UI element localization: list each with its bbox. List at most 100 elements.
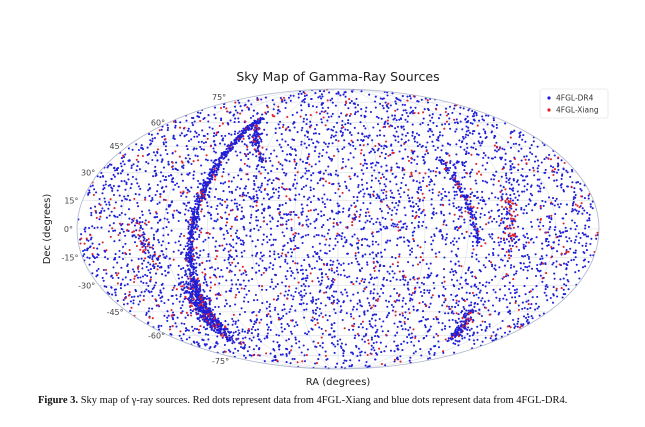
dr4-point: [102, 175, 105, 178]
dr4-point: [324, 206, 327, 209]
dr4-point: [493, 136, 496, 139]
dr4-point: [86, 256, 89, 259]
dr4-point: [277, 345, 280, 348]
xiang-point: [280, 186, 283, 189]
dr4-point: [297, 247, 300, 250]
dr4-point: [491, 265, 494, 268]
dr4-point: [418, 261, 422, 264]
dr4-point: [316, 318, 319, 321]
dr4-point: [163, 314, 166, 317]
dr4-point: [393, 360, 396, 363]
xiang-point: [393, 300, 396, 303]
xiang-point: [560, 287, 563, 290]
dr4-point: [394, 139, 397, 142]
dr4-point: [182, 300, 185, 303]
xiang-point: [195, 228, 199, 231]
xiang-point: [443, 127, 446, 130]
dr4-point: [402, 297, 405, 300]
dr4-point: [165, 247, 168, 251]
xiang-point: [214, 293, 217, 296]
dr4-point: [434, 252, 437, 255]
dr4-point: [360, 90, 363, 93]
dr4-point: [305, 94, 308, 97]
dr4-point: [404, 328, 407, 331]
dr4-point: [475, 153, 479, 156]
dr4-point: [524, 236, 527, 239]
dr4-point: [360, 305, 363, 308]
dr4-point: [326, 119, 329, 122]
xiang-point: [314, 323, 317, 326]
dr4-point: [227, 349, 231, 352]
dr4-point: [284, 140, 287, 143]
dr4-point: [409, 112, 412, 115]
dr4-point: [432, 317, 435, 321]
dr4-point: [254, 329, 257, 332]
dr4-point: [103, 285, 106, 288]
dr4-point: [510, 130, 513, 133]
xiang-point: [281, 252, 284, 255]
dr4-point: [348, 365, 351, 368]
dr4-point: [300, 284, 303, 287]
dr4-point: [389, 180, 392, 183]
xiang-point: [444, 110, 447, 114]
dr4-point: [194, 272, 197, 275]
dr4-point: [344, 288, 347, 291]
dr4-point: [401, 95, 404, 98]
dr4-point: [328, 249, 331, 253]
dr4-point: [149, 254, 152, 257]
xiang-point: [241, 195, 244, 198]
dr4-point: [429, 180, 432, 184]
dr4-point: [421, 224, 424, 227]
dr4-point: [450, 250, 453, 253]
dr4-point: [368, 281, 371, 284]
dr4-point: [197, 225, 200, 228]
dr4-point: [366, 187, 369, 190]
dr4-point: [100, 226, 103, 229]
dr4-point: [590, 237, 593, 240]
dr4-point: [464, 279, 467, 282]
xiang-point: [323, 110, 326, 114]
dr4-point: [369, 196, 372, 199]
dr4-point: [232, 352, 235, 355]
dr4-point: [100, 171, 103, 175]
dr4-point: [375, 197, 378, 200]
dr4-point: [457, 260, 460, 263]
dr4-point: [459, 106, 462, 109]
dr4-point: [505, 177, 508, 180]
dr4-point: [190, 162, 193, 166]
dr4-point: [306, 177, 309, 180]
dr4-point: [298, 302, 301, 306]
dr4-point: [465, 133, 468, 136]
dr4-point: [113, 169, 117, 172]
dr4-point: [296, 131, 299, 134]
xiang-point: [426, 99, 429, 102]
dr4-point: [537, 225, 540, 228]
dr4-point: [422, 159, 425, 162]
dr4-point: [340, 263, 343, 267]
dr4-point: [303, 288, 306, 292]
dr4-point: [154, 174, 157, 177]
dr4-point: [402, 270, 405, 273]
dr4-point: [328, 244, 331, 247]
dr4-point: [445, 195, 448, 198]
dr4-point: [305, 302, 308, 306]
dr4-point: [306, 158, 309, 161]
dr4-point: [137, 270, 140, 273]
xiang-point: [157, 304, 160, 307]
dr4-point: [525, 175, 528, 178]
xiang-point: [204, 273, 207, 276]
dr4-point: [363, 237, 367, 240]
dr4-point: [229, 289, 232, 292]
dr4-point: [251, 153, 254, 156]
dr4-point: [330, 134, 333, 137]
dr4-point: [269, 328, 272, 332]
dr4-point: [548, 221, 552, 224]
dr4-point: [559, 235, 563, 238]
dr4-point: [416, 145, 419, 148]
dr4-point: [361, 133, 364, 136]
dr4-point: [314, 309, 317, 312]
dr4-point: [317, 297, 320, 301]
dr4-point: [427, 267, 430, 270]
dr4-point: [204, 278, 207, 281]
dr4-point: [434, 174, 437, 177]
